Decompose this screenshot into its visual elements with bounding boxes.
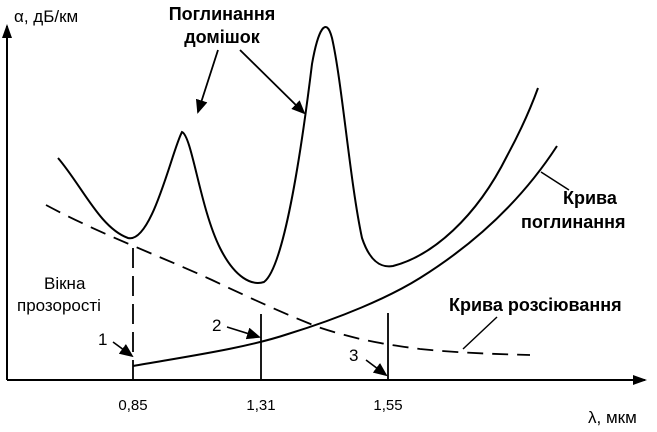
x-tick-label: 1,31 xyxy=(246,397,275,414)
x-axis-label: λ, мкм xyxy=(588,408,637,427)
windows-label-line2: прозорості xyxy=(17,296,101,315)
impurity-arrow-right xyxy=(239,49,306,115)
window-number-1: 1 xyxy=(98,330,107,349)
window-arrow-3 xyxy=(365,359,388,377)
impurity-arrow-left xyxy=(195,49,219,114)
scattering-curve xyxy=(45,204,531,356)
impurity-label-line1: Поглинання xyxy=(169,4,276,24)
total-attenuation-curve xyxy=(57,25,539,284)
absorption-curve xyxy=(132,145,558,367)
windows-label-line1: Вікна xyxy=(44,274,86,293)
x-tick-label: 1,55 xyxy=(373,397,402,414)
absorption-label-line1: Крива xyxy=(563,188,618,208)
transparency-window-lines xyxy=(132,248,389,380)
absorption-pointer xyxy=(540,171,570,191)
y-axis-label: α, дБ/км xyxy=(14,7,78,26)
absorption-label-line2: поглинання xyxy=(521,212,626,232)
window-arrow-2 xyxy=(226,326,261,340)
x-tick-label: 0,85 xyxy=(118,397,147,414)
x-tick-labels: 0,85 1,31 1,55 xyxy=(118,397,402,414)
window-number-2: 2 xyxy=(212,316,221,335)
window-arrow-1 xyxy=(112,341,134,358)
scattering-label: Крива розсіювання xyxy=(449,295,622,315)
window-number-3: 3 xyxy=(349,346,358,365)
scattering-pointer xyxy=(462,316,498,350)
impurity-label-line2: домішок xyxy=(184,27,260,47)
